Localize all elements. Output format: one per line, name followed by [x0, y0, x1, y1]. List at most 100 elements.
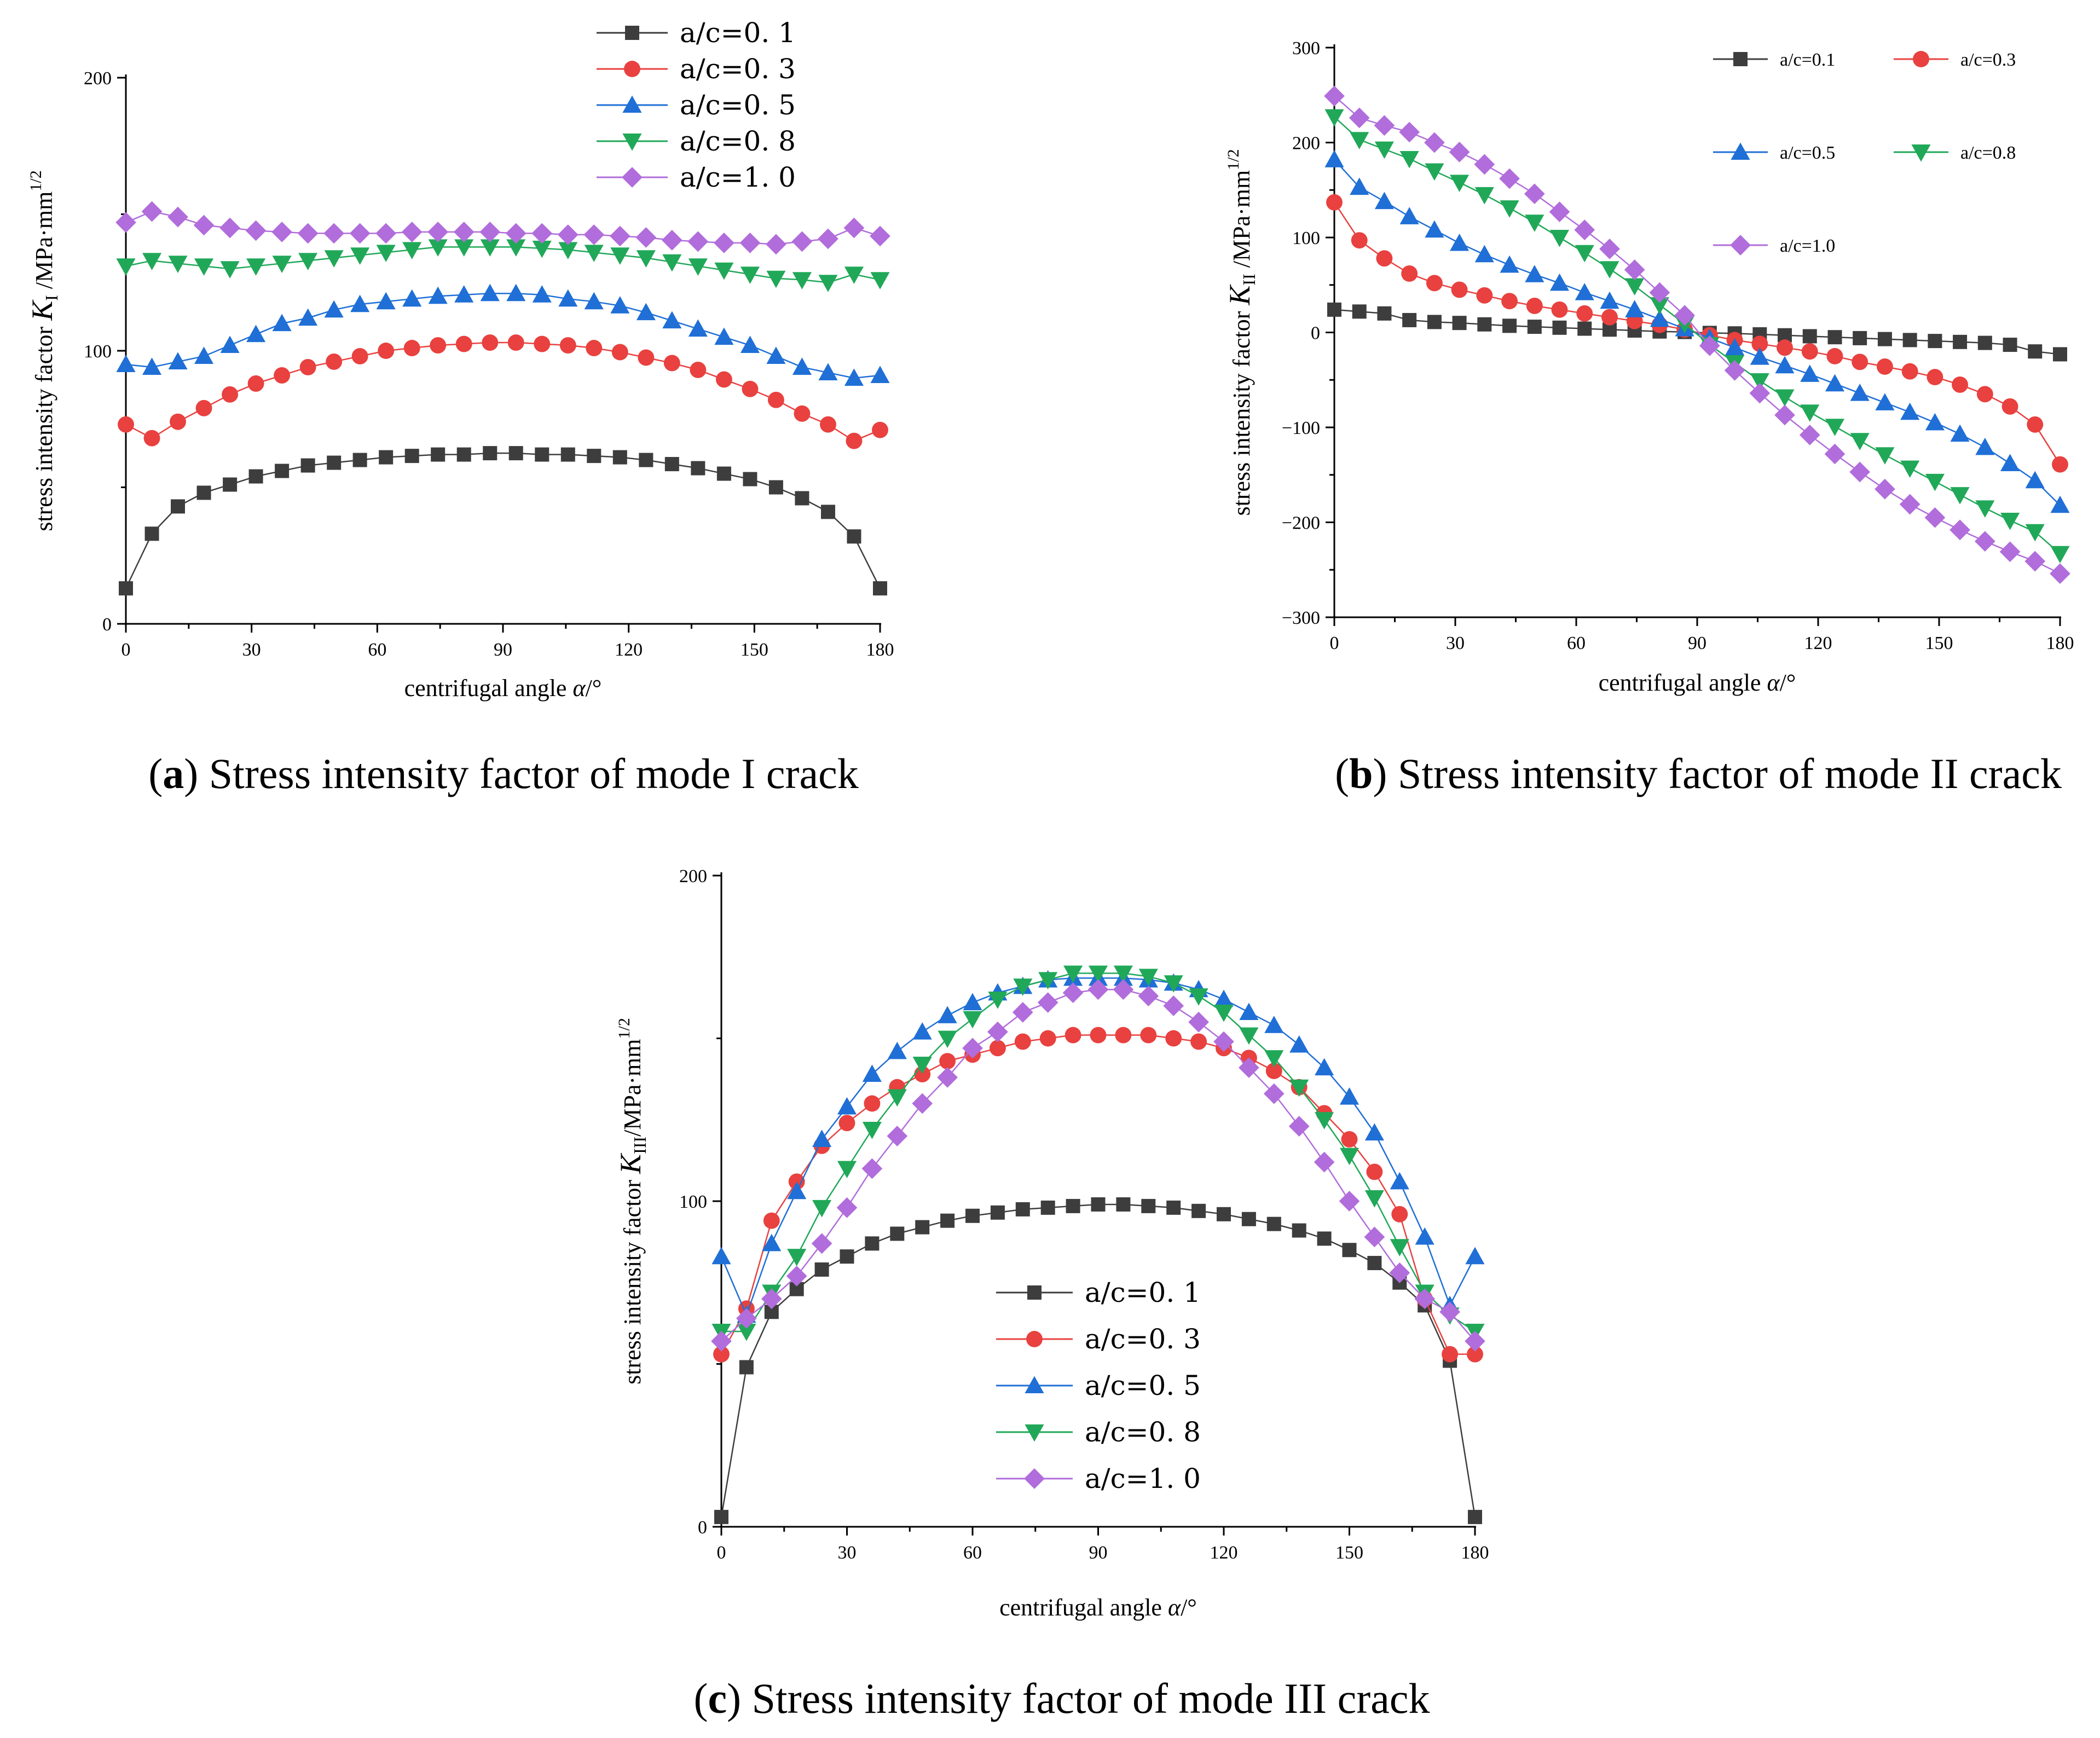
data-point [558, 242, 578, 259]
data-point [1341, 1131, 1358, 1148]
data-point [865, 1236, 880, 1251]
data-point [838, 1115, 855, 1132]
data-point [508, 446, 523, 461]
data-point [1116, 1197, 1131, 1212]
data-point [1474, 154, 1495, 175]
legend-label: a/c=0. 3 [1085, 1323, 1201, 1355]
data-point [1751, 335, 1768, 352]
legend-item: a/c=0. 5 [996, 1370, 1201, 1401]
data-point [1239, 1027, 1259, 1045]
y-tick-label: 300 [1292, 38, 1320, 59]
data-point [1576, 305, 1593, 322]
legend-item: a/c=0.8 [1894, 143, 2016, 163]
data-point [1853, 331, 1867, 345]
data-point [794, 405, 811, 422]
data-point [532, 285, 552, 303]
data-point [938, 1030, 957, 1048]
data-point [1500, 200, 1519, 218]
data-point [1241, 1212, 1256, 1226]
data-point [713, 1346, 730, 1363]
data-point [531, 223, 553, 244]
data-point [1088, 965, 1108, 983]
y-tick-label: −300 [1282, 608, 1320, 628]
data-point [812, 1129, 832, 1147]
legend-item: a/c=1. 0 [996, 1463, 1201, 1494]
data-point [768, 480, 783, 495]
data-point [483, 446, 497, 461]
data-point [1037, 992, 1058, 1013]
data-point [456, 447, 471, 462]
y-axis-title: stress intensity factor KII /MPa·mm1/2 [1223, 149, 1259, 515]
data-point [1087, 979, 1109, 1000]
data-point [584, 292, 604, 310]
data-point [761, 1288, 782, 1310]
series-3 [116, 283, 890, 386]
data-point [326, 354, 343, 370]
data-point [299, 358, 316, 375]
data-point [2053, 347, 2067, 362]
data-point [736, 1308, 757, 1329]
data-point [1367, 1256, 1382, 1271]
data-point [431, 447, 446, 462]
data-point [1875, 447, 1895, 465]
data-point [1113, 979, 1134, 1000]
data-point [862, 1122, 882, 1139]
data-point [662, 254, 682, 272]
data-point [403, 340, 420, 356]
data-point [1265, 1063, 1282, 1079]
data-point [814, 1262, 829, 1277]
data-point [887, 1089, 907, 1107]
data-point [912, 1022, 932, 1040]
data-point [534, 335, 551, 352]
data-point [1899, 494, 1920, 515]
data-point [327, 455, 342, 470]
data-point [1452, 316, 1467, 331]
x-axis-title: centrifugal angle α/° [404, 675, 602, 702]
data-point [940, 1213, 955, 1228]
data-point [1551, 301, 1568, 318]
data-point [428, 239, 448, 257]
data-point [1750, 347, 1769, 365]
data-point [427, 222, 449, 242]
data-point [1852, 354, 1868, 370]
data-point [1401, 265, 1418, 282]
data-point [612, 450, 627, 465]
data-point [350, 247, 370, 265]
data-point [691, 461, 705, 476]
data-point [1351, 232, 1368, 249]
legend-marker [625, 26, 639, 40]
data-point [1062, 982, 1084, 1004]
y-tick-label: 200 [679, 866, 707, 887]
data-point [1399, 207, 1419, 224]
data-point [1875, 478, 1895, 500]
data-point [1900, 460, 1920, 478]
data-point [1289, 1035, 1309, 1053]
data-point [480, 239, 500, 257]
x-tick-label: 150 [741, 640, 768, 660]
data-point [1928, 334, 1942, 349]
data-point [820, 416, 836, 433]
legend-item: a/c=0.5 [1713, 142, 1835, 163]
series-1 [714, 1197, 1482, 1525]
data-point [766, 270, 786, 288]
data-point [840, 1249, 854, 1264]
data-point [1191, 1203, 1206, 1218]
legend-item: a/c=0. 3 [996, 1323, 1201, 1355]
data-point [1450, 233, 1470, 251]
data-point [1063, 965, 1083, 983]
data-point [1377, 306, 1392, 321]
data-point [506, 283, 526, 302]
data-point [870, 272, 890, 289]
data-point [298, 308, 318, 326]
legend-label: a/c=0. 5 [1085, 1370, 1201, 1401]
data-point [1439, 1301, 1460, 1323]
data-point [2052, 456, 2068, 473]
data-point [1324, 85, 1345, 107]
data-point [1977, 335, 1992, 350]
data-point [376, 245, 396, 262]
data-point [1574, 219, 1595, 240]
data-point [586, 340, 603, 356]
data-point [352, 453, 367, 467]
data-point [115, 212, 136, 233]
legend-marker [1025, 1376, 1044, 1394]
